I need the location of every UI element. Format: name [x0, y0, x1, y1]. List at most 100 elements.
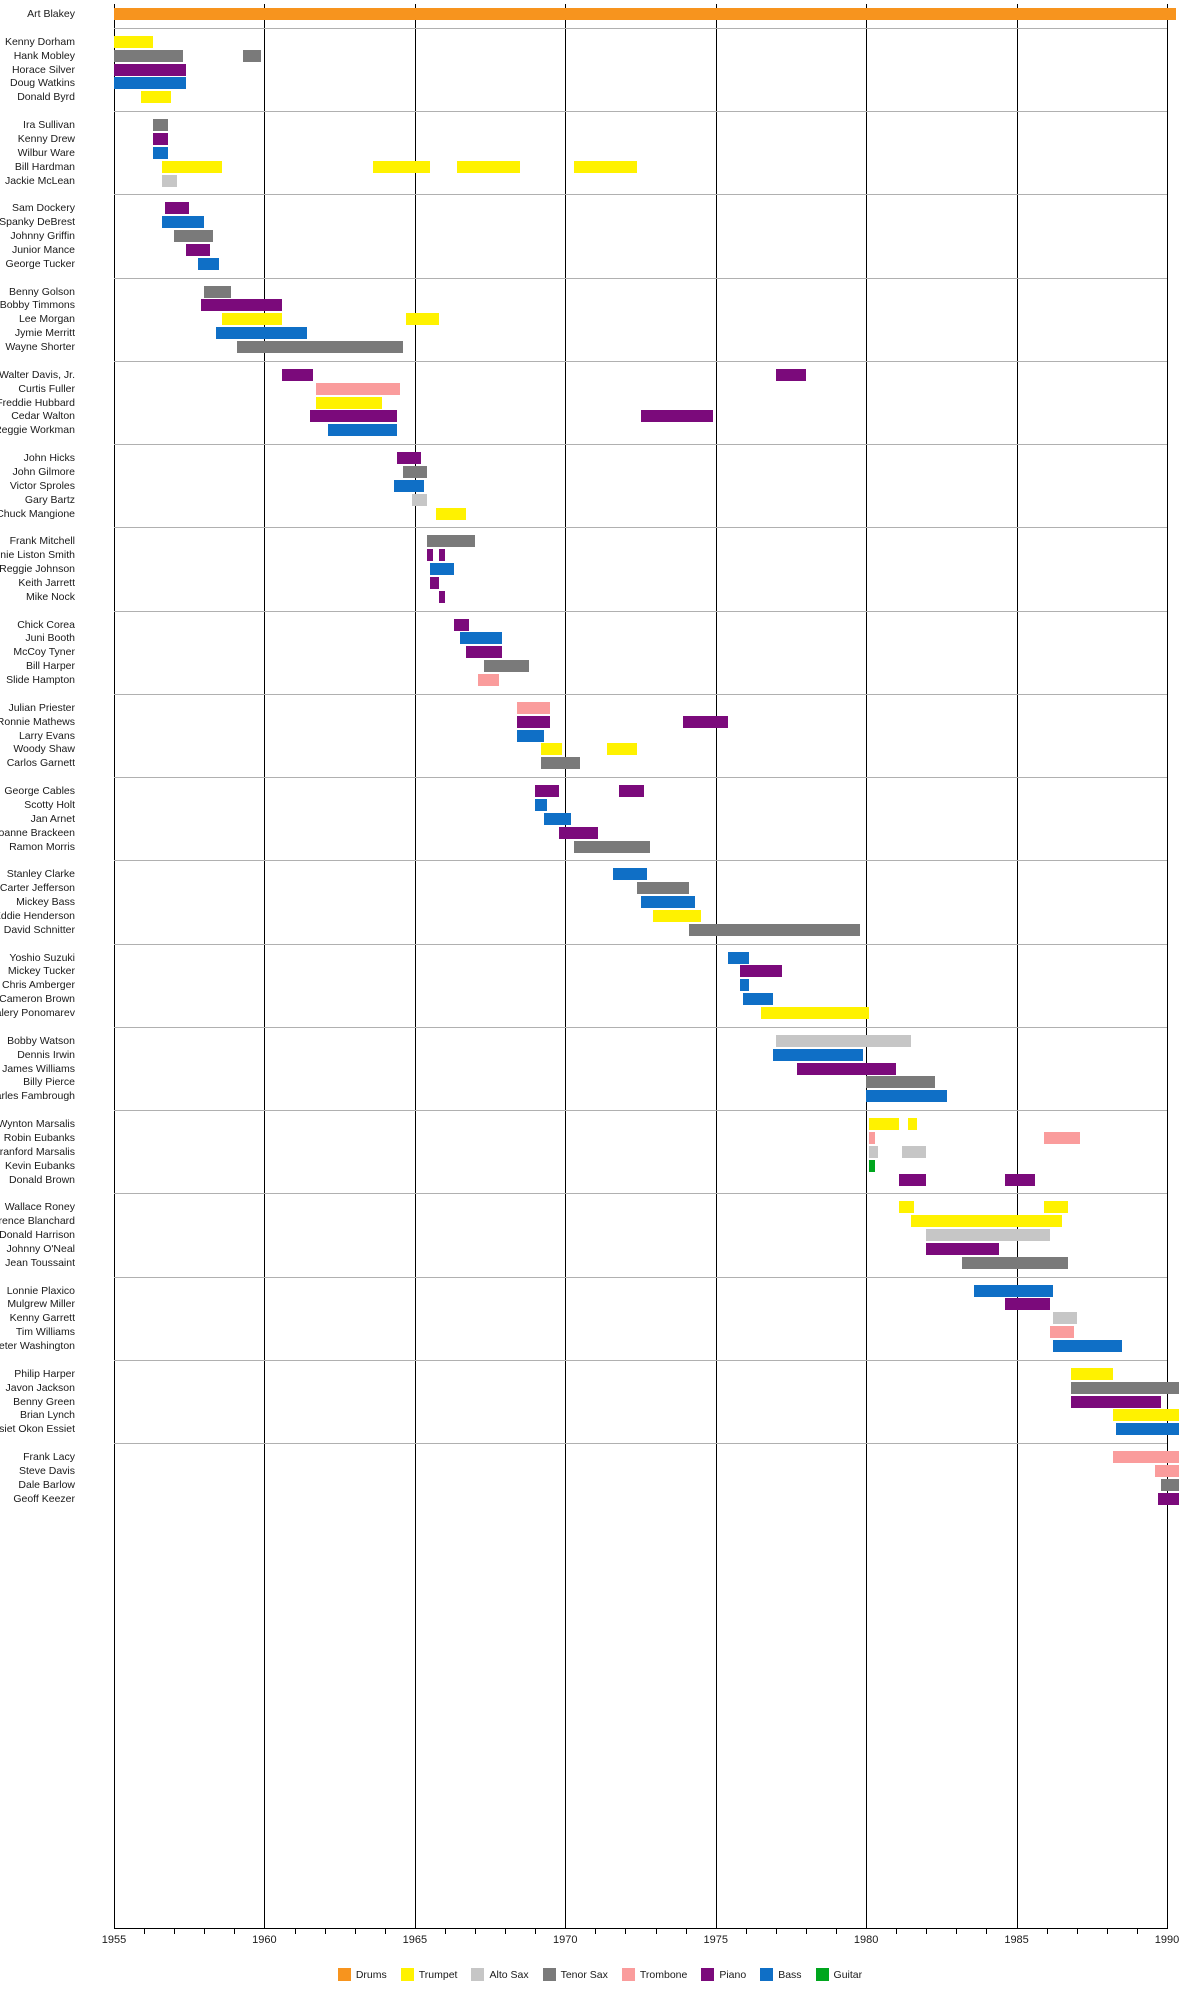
- tick-mark-1963: [354, 1929, 356, 1934]
- table-row: Victor Sproles: [10, 479, 1167, 493]
- table-row: Bobby Watson: [7, 1034, 1167, 1048]
- timeline-bar: [640, 896, 695, 909]
- x-tick-label-1985: 1985: [1004, 1934, 1029, 1946]
- musician-label: Larry Evans: [18, 729, 75, 742]
- timeline-bar: [435, 507, 466, 520]
- timeline-bar: [739, 979, 749, 992]
- musician-label: Johnny O'Neal: [6, 1242, 75, 1255]
- timeline-bar: [204, 285, 232, 298]
- musician-label: Essiet Okon Essiet: [0, 1423, 75, 1436]
- musician-label: Frank Mitchell: [9, 535, 75, 548]
- table-row: Scotty Holt: [24, 798, 1167, 812]
- tick-mark-1988: [1106, 1929, 1108, 1934]
- musician-label: Charles Fambrough: [0, 1090, 75, 1103]
- musician-label: Wilbur Ware: [17, 146, 75, 159]
- table-row: Joanne Brackeen: [0, 826, 1167, 840]
- musician-label: Wayne Shorter: [5, 341, 75, 353]
- tick-mark-1972: [625, 1929, 627, 1934]
- timeline-bar: [974, 1284, 1053, 1297]
- timeline-bar: [688, 923, 861, 936]
- table-row: Brian Lynch: [20, 1408, 1180, 1422]
- timeline-bar: [114, 8, 1177, 20]
- table-row: Keith Jarrett: [18, 576, 1167, 590]
- group-separator-3: [114, 194, 1167, 196]
- table-row: Doug Watkins: [10, 76, 1167, 90]
- timeline-bar: [775, 1034, 912, 1047]
- table-row: Javon Jackson: [6, 1381, 1180, 1395]
- table-row: Gary Bartz: [25, 493, 1167, 507]
- timeline-bar: [727, 951, 749, 964]
- legend-swatch-icon: [815, 1968, 829, 1981]
- x-tick-label-1965: 1965: [402, 1934, 428, 1946]
- musician-label: Mike Nock: [25, 590, 75, 603]
- table-row: Charles Fambrough: [0, 1089, 1167, 1103]
- tick-mark-1979: [836, 1929, 838, 1934]
- timeline-bar: [517, 701, 551, 714]
- table-row: Wallace Roney: [5, 1200, 1167, 1214]
- musician-label: Juni Booth: [25, 632, 75, 645]
- timeline-bar: [393, 479, 424, 492]
- table-row: Dennis Irwin: [17, 1048, 1167, 1062]
- table-row: Donald Brown: [9, 1173, 1167, 1187]
- timeline-bar: [1070, 1381, 1180, 1394]
- table-row: Wilbur Ware: [18, 146, 1167, 160]
- tick-mark-1966: [444, 1929, 446, 1934]
- musician-label: Kevin Eubanks: [4, 1159, 75, 1172]
- x-tick-label-1970: 1970: [553, 1934, 578, 1946]
- table-row: Jean Toussaint: [5, 1256, 1167, 1270]
- table-row: Julian Priester: [8, 701, 1167, 715]
- timeline-bar: [1154, 1464, 1180, 1477]
- timeline-bar: [1160, 1478, 1180, 1491]
- group-separator-18: [114, 1443, 1167, 1445]
- timeline-bar: [1070, 1367, 1113, 1380]
- musician-label: Kenny Drew: [17, 132, 75, 145]
- group-separator-8: [114, 610, 1167, 612]
- timeline-bar: [911, 1215, 1062, 1228]
- timeline-bar: [162, 160, 223, 173]
- timeline-bar: [1157, 1492, 1180, 1505]
- timeline-bar: [640, 410, 713, 423]
- timeline-bar: [165, 202, 190, 215]
- musician-label: George Tucker: [5, 257, 75, 270]
- musician-label: Lee Morgan: [18, 313, 75, 326]
- table-row: Robin Eubanks: [4, 1131, 1167, 1145]
- table-row: Tim Williams: [16, 1325, 1167, 1339]
- timeline-bar: [162, 174, 178, 187]
- table-row: Junior Mance: [12, 243, 1167, 257]
- table-row: Valery Ponomarev: [0, 1006, 1167, 1020]
- tick-mark-1959: [234, 1929, 236, 1934]
- timeline-bar: [637, 882, 689, 895]
- musician-label: Joanne Brackeen: [0, 826, 75, 839]
- table-row: Donald Harrison: [0, 1228, 1167, 1242]
- timeline-bar: [114, 77, 187, 90]
- timeline-bar: [429, 563, 454, 576]
- group-separator-2: [114, 111, 1167, 113]
- table-row: Benny Green: [13, 1395, 1167, 1409]
- timeline-bar: [153, 132, 169, 145]
- timeline-bar: [544, 812, 572, 825]
- table-row: Bill Harper: [26, 659, 1167, 673]
- group-separator-1: [114, 27, 1167, 29]
- timeline-bar: [222, 313, 283, 326]
- table-row: Wayne Shorter: [5, 340, 1167, 354]
- musician-label: Jackie McLean: [4, 174, 75, 187]
- legend-label: Bass: [778, 1968, 802, 1981]
- table-row: Geoff Keezer: [13, 1492, 1180, 1506]
- musician-label: Johnny Griffin: [10, 230, 75, 243]
- timeline-bar: [466, 646, 503, 659]
- timeline-bar: [1043, 1201, 1068, 1214]
- timeline-bar: [1112, 1409, 1180, 1422]
- timeline-bar: [478, 674, 500, 686]
- gridline-1960: [264, 4, 266, 1929]
- table-row: Mulgrew Miller: [7, 1297, 1167, 1311]
- timeline-bar: [153, 119, 169, 132]
- timeline-bar: [438, 590, 445, 603]
- timeline-bar: [869, 1131, 876, 1144]
- table-row: Larry Evans: [19, 729, 1167, 743]
- table-row: Slide Hampton: [6, 673, 1167, 687]
- musician-label: Cameron Brown: [0, 993, 75, 1006]
- table-row: Terence Blanchard: [0, 1214, 1167, 1228]
- group-separator-13: [114, 1026, 1167, 1028]
- tick-mark-1983: [956, 1929, 958, 1934]
- timeline-bar: [772, 1048, 864, 1061]
